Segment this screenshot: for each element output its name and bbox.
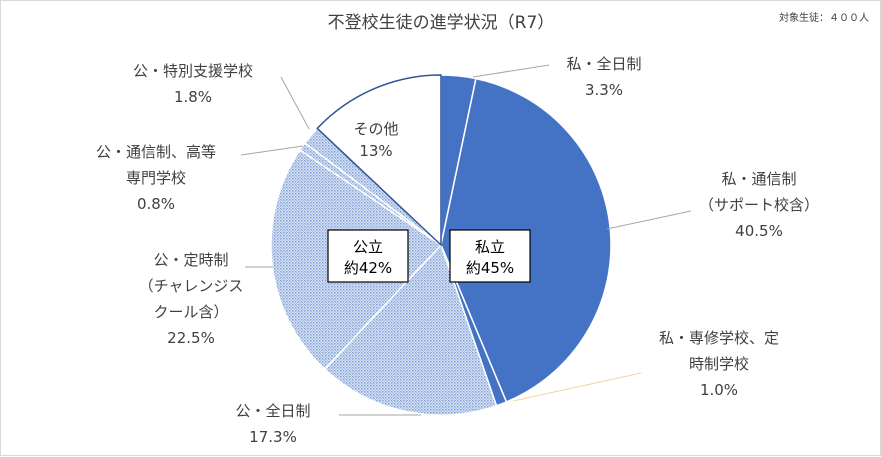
slice-value-label: 3.3% — [585, 81, 623, 99]
slice-value-label: 13% — [359, 142, 392, 160]
chart-note: 対象生徒：４００人 — [779, 11, 869, 24]
leader-line — [280, 76, 310, 130]
public-group-share: 約42% — [344, 259, 392, 277]
slice-value-label: 1.8% — [174, 88, 212, 106]
slice-value-label: 0.8% — [137, 195, 175, 213]
leader-line — [240, 145, 304, 156]
slice-label: （チャレンジス — [139, 277, 244, 295]
slice-label: 私・全日制 — [566, 55, 641, 73]
slice-label: 公・特別支援学校 — [133, 62, 253, 80]
private-group-name: 私立 — [475, 238, 505, 256]
slice-label: 専門学校 — [126, 169, 186, 187]
slice-value-label: 1.0% — [700, 381, 738, 399]
pie-slices — [270, 74, 612, 416]
leader-line — [606, 210, 692, 230]
chart-title: 不登校生徒の進学状況（R7） — [328, 13, 555, 33]
slice-label: 時制学校 — [689, 355, 749, 373]
leader-line — [512, 372, 642, 402]
leader-lines — [240, 64, 692, 416]
pie-slice — [316, 74, 442, 247]
public-group-name: 公立 — [353, 238, 383, 256]
slice-value-label: 22.5% — [167, 329, 215, 347]
slice-label: 公・通信制、高等 — [96, 143, 216, 161]
slice-label: 私・専修学校、定 — [659, 329, 779, 347]
leader-line — [472, 64, 550, 78]
slice-label: 公・全日制 — [235, 402, 310, 420]
slice-label: 公・定時制 — [153, 251, 228, 269]
pie-slice — [323, 243, 498, 416]
slice-label: （サポート校含） — [699, 196, 819, 214]
slice-label: クール含） — [153, 303, 228, 321]
private-group-box: 私立 約45% — [449, 229, 531, 283]
public-group-box: 公立 約42% — [327, 229, 409, 283]
slice-value-label: 40.5% — [735, 222, 783, 240]
slice-label: その他 — [353, 120, 398, 138]
private-group-share: 約45% — [466, 259, 514, 277]
slice-value-label: 17.3% — [249, 428, 297, 446]
slice-label: 私・通信制 — [721, 170, 796, 188]
